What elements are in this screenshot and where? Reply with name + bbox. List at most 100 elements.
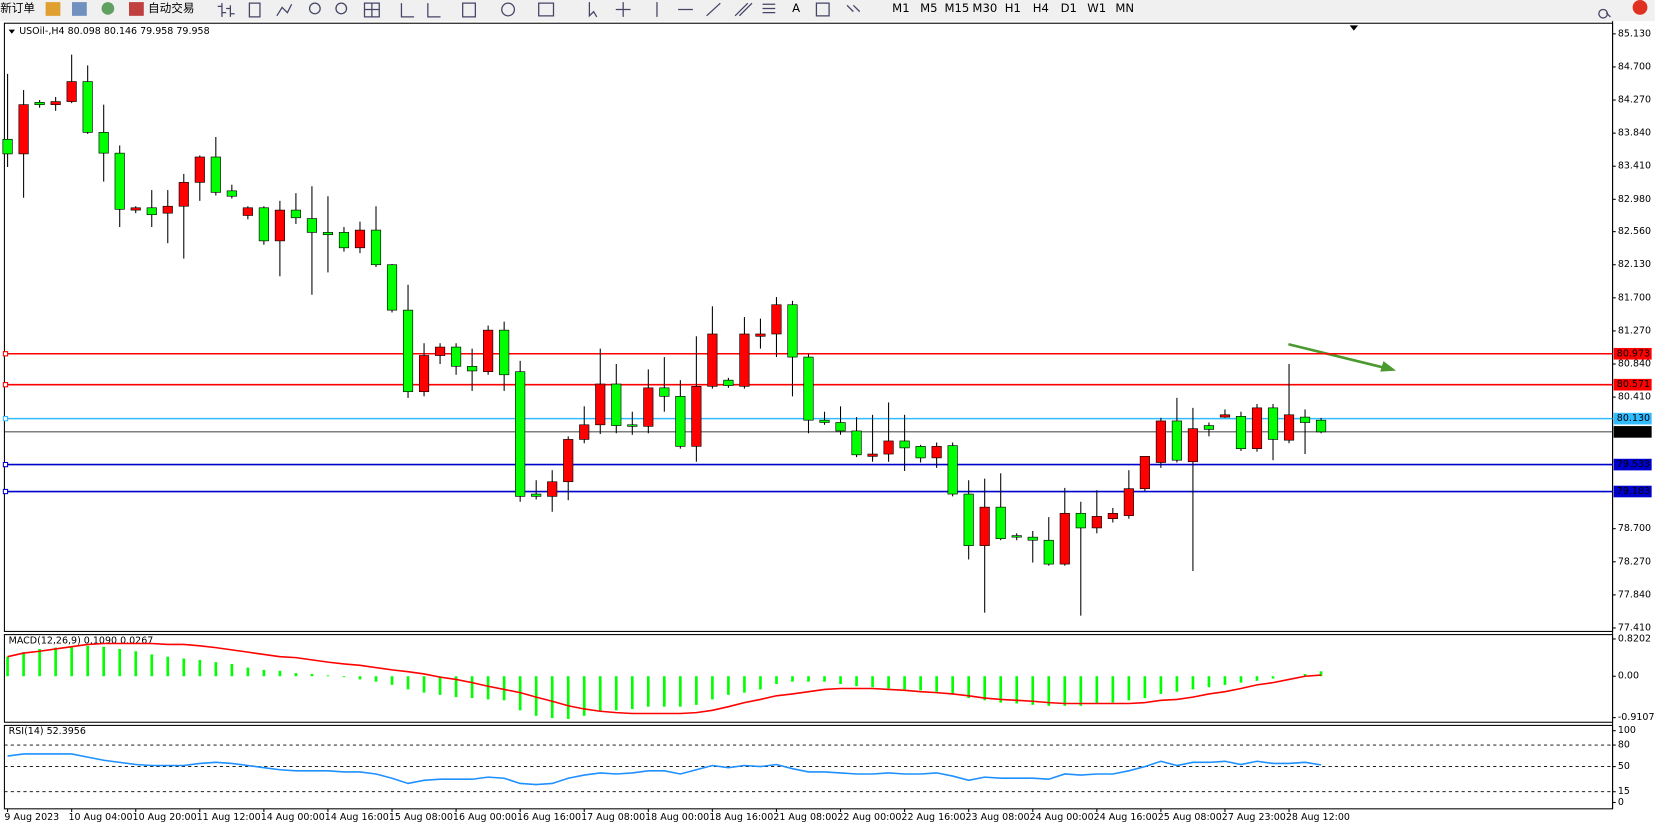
level-label: 80.973 xyxy=(1617,348,1650,359)
candle-body xyxy=(1316,419,1327,433)
auto-trading-button[interactable]: 自动交易 xyxy=(148,1,194,15)
candle-body xyxy=(50,101,61,105)
candle-body xyxy=(418,355,430,393)
y-tick-label: 82.560 xyxy=(1618,226,1651,237)
indicators-icon[interactable] xyxy=(462,2,476,18)
candle-body xyxy=(499,329,510,376)
icon[interactable] xyxy=(71,2,87,16)
candle-body xyxy=(34,102,45,105)
candle-body xyxy=(643,387,654,427)
line-icon[interactable] xyxy=(276,3,293,17)
timeframe-button[interactable]: D1 xyxy=(1061,1,1077,15)
zoom-in-icon[interactable] xyxy=(308,2,321,15)
candle-body xyxy=(467,365,478,372)
candle-body xyxy=(354,229,366,249)
shift-icon[interactable] xyxy=(427,3,441,18)
candle-body xyxy=(835,422,846,432)
x-tick-label: 18 Aug 16:00 xyxy=(709,812,773,823)
level-tag xyxy=(1613,458,1652,471)
x-tick-label: 18 Aug 00:00 xyxy=(645,812,709,823)
shift-marker xyxy=(1349,25,1359,31)
candle-body xyxy=(1123,488,1134,516)
arrows-icon[interactable] xyxy=(846,4,861,13)
bar-chart-icon[interactable] xyxy=(217,3,235,17)
y-tick-label: 77.840 xyxy=(1618,589,1651,600)
timeframe-button[interactable]: M30 xyxy=(972,1,997,15)
candle-body xyxy=(675,396,686,447)
candle-body xyxy=(130,207,141,211)
text-tool[interactable]: A xyxy=(792,1,800,15)
candle-body xyxy=(627,424,638,427)
candle-body xyxy=(1075,512,1086,529)
candle-body xyxy=(1059,512,1070,565)
search-icon[interactable] xyxy=(1598,8,1611,19)
timeframe-button[interactable]: M5 xyxy=(920,1,937,15)
candle-body xyxy=(707,333,718,387)
candle-body xyxy=(82,81,93,133)
candle-body xyxy=(739,333,750,387)
candle-body xyxy=(931,446,942,459)
icon[interactable] xyxy=(129,2,144,16)
x-tick-label: 27 Aug 23:00 xyxy=(1222,812,1286,823)
level-tag xyxy=(1613,485,1652,498)
level-tag xyxy=(1613,347,1652,360)
y-tick-label: 50 xyxy=(1618,761,1630,772)
y-tick-label: 82.130 xyxy=(1618,259,1651,270)
icon[interactable] xyxy=(101,2,115,15)
candle-body xyxy=(1203,425,1215,430)
notification-badge[interactable] xyxy=(1632,0,1648,15)
timeframe-button[interactable]: W1 xyxy=(1087,1,1106,15)
crosshair-icon[interactable] xyxy=(615,2,631,17)
icon[interactable] xyxy=(45,2,61,16)
rsi-pane xyxy=(3,724,1614,810)
templates-icon[interactable] xyxy=(538,2,555,17)
tile-icon[interactable] xyxy=(363,2,380,18)
main-pane xyxy=(3,22,1614,632)
candle-icon[interactable] xyxy=(248,2,261,18)
candle-body xyxy=(963,493,974,546)
candle-body xyxy=(1219,414,1231,418)
candle-body xyxy=(899,440,910,449)
cursor-icon[interactable] xyxy=(588,2,598,18)
y-tick-label: 0.00 xyxy=(1618,671,1639,682)
level-label: 79.533 xyxy=(1617,459,1650,470)
scroll-icon[interactable] xyxy=(400,3,415,18)
candle-body xyxy=(979,506,990,546)
candle-body xyxy=(851,430,862,456)
periods-icon[interactable] xyxy=(501,2,516,17)
candle-body xyxy=(451,346,462,367)
candle-body xyxy=(370,229,382,266)
candle-body xyxy=(210,156,221,193)
new-order-button[interactable]: 新订单 xyxy=(0,1,35,15)
candle-body xyxy=(1139,456,1150,489)
trendline-icon[interactable] xyxy=(706,2,721,17)
candle-body xyxy=(515,371,526,497)
candle-body xyxy=(579,424,590,440)
fibo-icon[interactable] xyxy=(762,3,776,14)
candle-body xyxy=(659,387,670,397)
signal-line xyxy=(7,642,1322,715)
candle-body xyxy=(322,232,334,236)
candle-body xyxy=(1171,420,1182,461)
chart-title: USOil-,H4 80.098 80.146 79.958 79.958 xyxy=(19,26,209,37)
y-tick-label: 77.410 xyxy=(1618,622,1651,633)
candle-body xyxy=(386,264,398,311)
candle-body xyxy=(563,439,574,483)
timeframe-button[interactable]: H4 xyxy=(1033,1,1049,15)
channel-icon[interactable] xyxy=(734,2,753,17)
candle-body xyxy=(1107,512,1118,520)
x-tick-label: 25 Aug 08:00 xyxy=(1158,812,1222,823)
timeframe-button[interactable]: MN xyxy=(1115,1,1134,15)
text-label-icon[interactable] xyxy=(815,2,830,17)
timeframe-button[interactable]: H1 xyxy=(1005,1,1021,15)
candle-body xyxy=(242,207,253,216)
level-handle xyxy=(2,488,9,495)
level-handle xyxy=(2,416,9,422)
timeframe-button[interactable]: M15 xyxy=(944,1,969,15)
y-tick-label: 80.840 xyxy=(1618,359,1651,370)
zoom-out-icon[interactable] xyxy=(335,2,348,15)
timeframe-button[interactable]: M1 xyxy=(892,1,909,15)
candle-body xyxy=(547,481,558,497)
candle-body xyxy=(290,209,301,219)
